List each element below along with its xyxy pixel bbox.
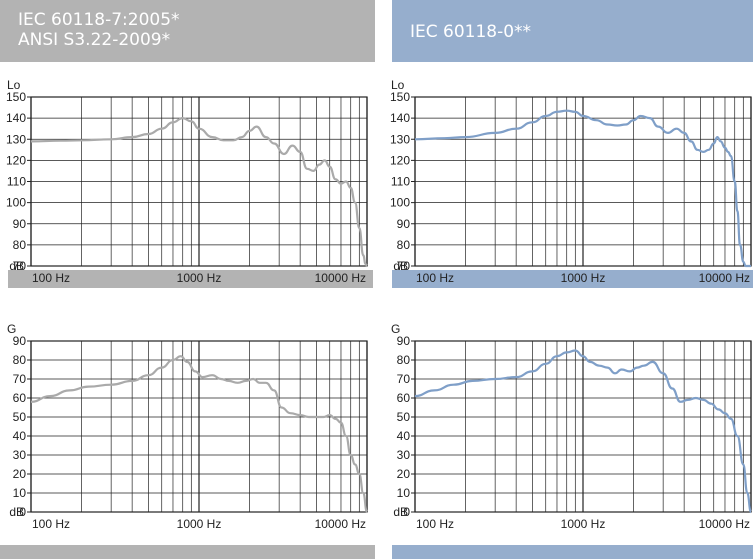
y-unit-label: dB (9, 259, 24, 273)
y-tick-label: 130 (390, 132, 410, 146)
y-tick-label: 150 (390, 90, 410, 104)
x-tick-label: 10000 Hz (315, 517, 366, 531)
y-tick-label: 90 (13, 217, 27, 231)
x-tick-label: 1000 Hz (177, 271, 222, 285)
y-tick-label: 90 (397, 334, 411, 348)
panel-title-line-1: IEC 60118-7:2005* (18, 10, 180, 30)
y-axis-label: G (391, 322, 400, 336)
y-tick-label: 100 (6, 196, 26, 210)
y-tick-label: 130 (6, 132, 26, 146)
y-axis-label: Lo (391, 78, 405, 92)
response-curve (414, 349, 753, 514)
panel-title: IEC 60118-7:2005* ANSI S3.22-2009* (18, 10, 180, 50)
x-tick-label: 1000 Hz (561, 517, 606, 531)
y-tick-label: 0 (19, 505, 26, 519)
y-tick-label: 0 (403, 505, 410, 519)
y-tick-label: 30 (13, 448, 27, 462)
y-unit-label: dB (9, 505, 24, 519)
y-axis-label: Lo (7, 78, 21, 92)
plot-frame (30, 96, 368, 267)
panel-title: IEC 60118-0** (410, 22, 531, 42)
panel-footer-bar (392, 545, 753, 559)
panel-divider-bar (392, 270, 753, 288)
y-tick-label: 80 (397, 353, 411, 367)
response-curve (30, 355, 369, 514)
y-tick-label: 40 (13, 429, 27, 443)
y-tick-label: 70 (13, 259, 27, 273)
panel-divider-bar (8, 270, 373, 288)
y-tick-label: 30 (397, 448, 411, 462)
plot-frame (414, 96, 752, 267)
y-tick-label: 60 (397, 391, 411, 405)
panel-title-line-2: ANSI S3.22-2009* (18, 30, 171, 50)
x-tick-label: 100 Hz (416, 517, 454, 531)
y-tick-label: 80 (13, 238, 27, 252)
y-tick-label: 50 (13, 410, 27, 424)
y-tick-label: 150 (6, 90, 26, 104)
y-tick-label: 110 (391, 175, 410, 189)
x-tick-label: 100 Hz (32, 271, 70, 285)
y-unit-label: dB (393, 259, 408, 273)
panel-title-line-1: IEC 60118-0** (410, 22, 532, 42)
y-tick-label: 110 (7, 175, 26, 189)
y-tick-label: 70 (397, 259, 411, 273)
panel-footer-bar (0, 545, 375, 559)
y-unit-label: dB (393, 505, 408, 519)
y-tick-label: 20 (397, 467, 411, 481)
y-axis-label: G (7, 322, 16, 336)
x-tick-label: 10000 Hz (699, 517, 750, 531)
x-tick-label: 10000 Hz (699, 271, 750, 285)
x-tick-label: 100 Hz (416, 271, 454, 285)
plot-frame (30, 340, 368, 513)
y-tick-label: 70 (397, 372, 411, 386)
x-tick-label: 1000 Hz (177, 517, 222, 531)
y-tick-label: 80 (397, 238, 411, 252)
y-tick-label: 120 (6, 153, 26, 167)
panel-header-iec-60118-7: IEC 60118-7:2005* ANSI S3.22-2009* (0, 0, 375, 62)
y-tick-label: 140 (390, 111, 410, 125)
y-tick-label: 10 (13, 486, 27, 500)
y-tick-label: 60 (13, 391, 27, 405)
plot-frame (414, 340, 752, 513)
y-tick-label: 90 (13, 334, 27, 348)
response-curve (414, 109, 751, 268)
x-tick-label: 1000 Hz (561, 271, 606, 285)
y-tick-label: 20 (13, 467, 27, 481)
y-tick-label: 70 (13, 372, 27, 386)
y-tick-label: 50 (397, 410, 411, 424)
panel-header-iec-60118-0: IEC 60118-0** (392, 0, 753, 62)
y-tick-label: 140 (6, 111, 26, 125)
y-tick-label: 10 (397, 486, 411, 500)
y-tick-label: 90 (397, 217, 411, 231)
y-tick-label: 120 (390, 153, 410, 167)
y-tick-label: 80 (13, 353, 27, 367)
y-tick-label: 40 (397, 429, 411, 443)
x-tick-label: 100 Hz (32, 517, 70, 531)
y-tick-label: 100 (390, 196, 410, 210)
response-curve (30, 117, 368, 268)
x-tick-label: 10000 Hz (315, 271, 366, 285)
